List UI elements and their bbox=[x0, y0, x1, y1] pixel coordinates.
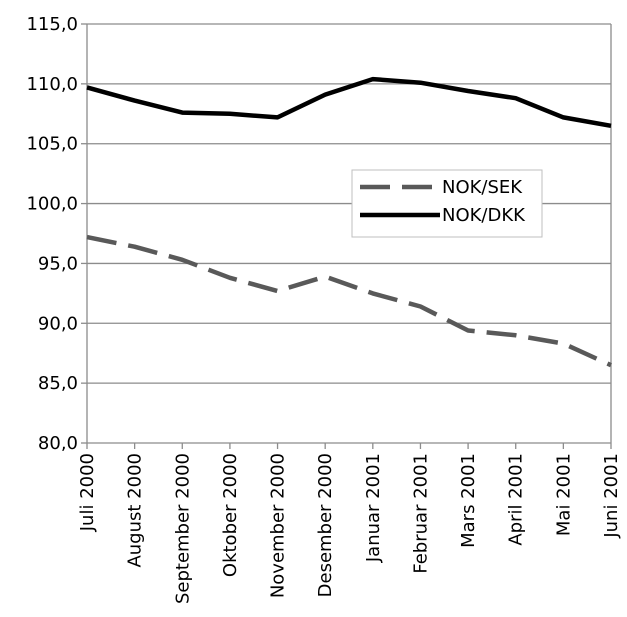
y-tick-label: 100,0 bbox=[26, 194, 78, 215]
gridlines bbox=[86, 23, 612, 444]
legend: NOK/SEK NOK/DKK bbox=[351, 169, 543, 238]
legend-box bbox=[351, 169, 543, 238]
x-tick-label: Januar 2001 bbox=[363, 453, 384, 563]
series-line-nok-dkk bbox=[86, 76, 612, 129]
y-tick-label: 85,0 bbox=[38, 373, 78, 394]
x-tick-label: Oktober 2000 bbox=[220, 453, 241, 577]
x-tick-label: Juli 2000 bbox=[77, 453, 98, 532]
x-tick-label: April 2001 bbox=[506, 453, 527, 546]
x-tick-label: September 2000 bbox=[172, 453, 193, 604]
legend-label-nok-sek: NOK/SEK bbox=[442, 177, 523, 198]
x-tick-label: Juni 2001 bbox=[601, 453, 622, 539]
y-tick-label: 90,0 bbox=[38, 313, 78, 334]
x-tick-label: Mai 2001 bbox=[553, 453, 574, 536]
x-tick-label: November 2000 bbox=[268, 453, 289, 598]
x-tick-label: Desember 2000 bbox=[315, 453, 336, 597]
y-tick-label: 80,0 bbox=[38, 433, 78, 454]
x-tick-label: Februar 2001 bbox=[410, 453, 431, 574]
series-lines bbox=[86, 76, 612, 368]
x-tick-label: Mars 2001 bbox=[458, 453, 479, 548]
y-tick-label: 110,0 bbox=[26, 74, 78, 95]
legend-label-nok-dkk: NOK/DKK bbox=[442, 205, 526, 226]
x-axis: Juli 2000 August 2000 September 2000 Oktobe… bbox=[77, 443, 622, 604]
x-tick-label: August 2000 bbox=[125, 453, 146, 568]
y-tick-label: 115,0 bbox=[26, 14, 78, 35]
y-tick-label: 95,0 bbox=[38, 253, 78, 274]
series-line-nok-sek bbox=[86, 234, 612, 368]
y-axis: 80,0 85,0 90,0 95,0 100,0 105,0 110,0 115,0 bbox=[26, 14, 87, 454]
y-tick-label: 105,0 bbox=[26, 134, 78, 155]
